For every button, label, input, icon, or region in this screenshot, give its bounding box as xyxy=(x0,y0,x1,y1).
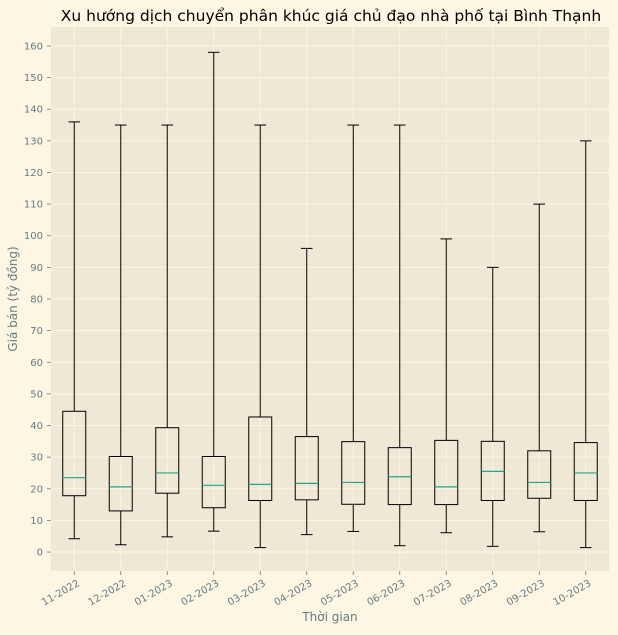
x-tick-label: 12-2022 xyxy=(87,578,129,608)
y-tick-label: 160 xyxy=(24,41,43,52)
iqr-box xyxy=(341,441,366,505)
y-tick-label: 120 xyxy=(24,168,43,179)
x-tick-label: 08-2023 xyxy=(459,578,501,608)
box-05-2023 xyxy=(341,124,366,532)
y-tick-label: 50 xyxy=(30,389,43,400)
x-tick-label: 05-2023 xyxy=(319,578,361,608)
y-tick-label: 20 xyxy=(30,484,43,495)
y-tick-label: 140 xyxy=(24,105,43,116)
box-06-2023 xyxy=(387,124,412,547)
y-tick-label: 130 xyxy=(24,136,43,147)
x-axis-label: Thời gian xyxy=(301,610,357,624)
y-tick-label: 40 xyxy=(30,421,43,432)
y-axis-label: Giá bán (tỷ đồng) xyxy=(6,246,20,351)
y-tick-label: 80 xyxy=(30,295,43,306)
iqr-box xyxy=(527,450,552,499)
x-tick-label: 11-2022 xyxy=(40,578,82,608)
box-08-2023 xyxy=(480,266,505,547)
y-tick-label: 60 xyxy=(30,358,43,369)
iqr-box xyxy=(294,436,319,501)
y-tick-label: 100 xyxy=(24,231,43,242)
iqr-box xyxy=(108,456,133,512)
x-tick-label: 06-2023 xyxy=(366,578,408,608)
box-02-2023 xyxy=(201,51,226,532)
iqr-box xyxy=(573,442,598,501)
y-tick-label: 30 xyxy=(30,453,43,464)
iqr-box xyxy=(248,416,273,501)
x-tick-label: 01-2023 xyxy=(133,578,175,608)
iqr-box xyxy=(201,456,226,509)
x-tick-label: 03-2023 xyxy=(226,578,268,608)
y-tick-label: 0 xyxy=(37,548,43,559)
x-axis-ticks: 11-2022 12-2022 01-2023 02-2023 03-2023 04-20… xyxy=(40,571,593,608)
box-12-2022 xyxy=(108,124,133,546)
chart-title: Xu hướng dịch chuyển phân khúc giá chủ đ… xyxy=(61,7,601,25)
box-07-2023 xyxy=(434,238,459,534)
box-03-2023 xyxy=(248,124,273,549)
box-11-2022 xyxy=(62,121,87,540)
y-axis-ticks: 0 10 20 30 40 50 60 70 80 90 100 110 120 130 140 150 160 xyxy=(24,41,51,559)
y-tick-label: 110 xyxy=(24,200,43,211)
x-tick-label: 04-2023 xyxy=(273,578,315,608)
y-tick-label: 90 xyxy=(30,263,43,274)
x-tick-label: 09-2023 xyxy=(505,578,547,608)
x-tick-label: 02-2023 xyxy=(180,578,222,608)
boxes xyxy=(62,51,598,549)
iqr-box xyxy=(434,439,459,506)
x-tick-label: 10-2023 xyxy=(552,578,594,608)
y-tick-label: 10 xyxy=(30,516,43,527)
box-01-2023 xyxy=(155,124,180,538)
box-10-2023 xyxy=(573,140,598,549)
iqr-box xyxy=(155,427,180,494)
iqr-box xyxy=(387,447,412,506)
box-09-2023 xyxy=(527,203,552,533)
x-tick-label: 07-2023 xyxy=(412,578,454,608)
y-tick-label: 150 xyxy=(24,73,43,84)
iqr-box xyxy=(62,410,87,497)
box-04-2023 xyxy=(294,247,319,536)
y-tick-label: 70 xyxy=(30,326,43,337)
